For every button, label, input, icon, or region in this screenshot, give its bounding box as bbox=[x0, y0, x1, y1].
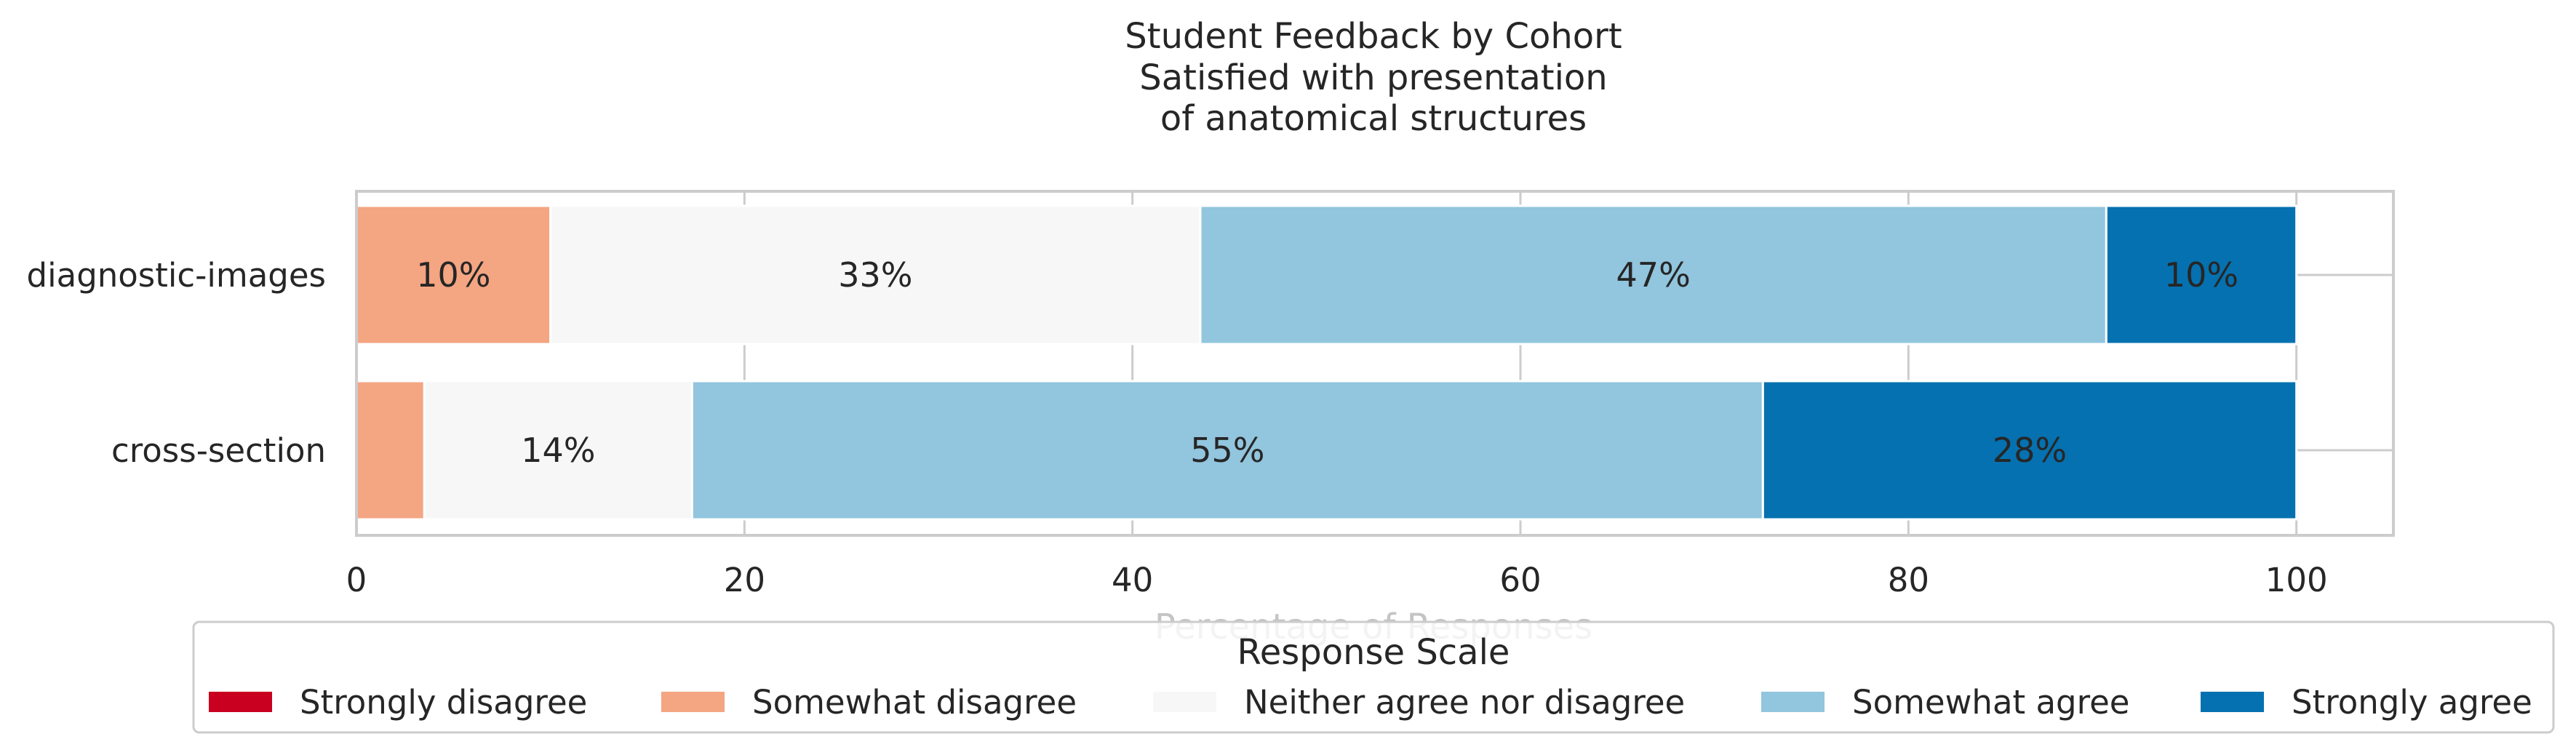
legend-entry-label: Somewhat disagree bbox=[752, 683, 1077, 722]
chart-title-line-3: of anatomical structures bbox=[1160, 98, 1587, 139]
x-tick-labels: 0 20 40 60 80 100 bbox=[346, 561, 2328, 599]
bar-value-label: 33% bbox=[838, 255, 912, 295]
category-label: cross-section bbox=[111, 431, 326, 470]
x-tick-label: 0 bbox=[346, 561, 367, 599]
bar-segment bbox=[1761, 380, 2298, 521]
legend-swatch bbox=[1761, 692, 1825, 712]
legend-frame bbox=[192, 620, 2555, 734]
chart-title-line-1: Student Feedback by Cohort bbox=[1125, 16, 1622, 57]
category-labels: diagnostic-images cross-section bbox=[27, 256, 326, 470]
legend-swatch bbox=[209, 692, 272, 712]
bar-segment bbox=[549, 204, 1202, 345]
legend-entry-label: Strongly agree bbox=[2292, 683, 2532, 722]
category-label: diagnostic-images bbox=[27, 256, 326, 295]
plot-area-frame bbox=[355, 190, 2395, 537]
bar-segment bbox=[690, 380, 1764, 521]
x-tick-label: 80 bbox=[1888, 561, 1929, 599]
legend: Response Scale Strongly disagree Somewhat… bbox=[192, 620, 2555, 734]
legend-items: Strongly disagree Somewhat disagree Neithe… bbox=[209, 683, 2532, 722]
bars bbox=[355, 204, 2298, 521]
bar-value-label: 14% bbox=[521, 431, 595, 470]
bar-segment bbox=[1199, 204, 2108, 345]
chart-title: Student Feedback by Cohort Satisfied wit… bbox=[1125, 16, 1622, 139]
bar-value-label: 47% bbox=[1616, 255, 1691, 295]
chart-title-line-2: Satisfied with presentation bbox=[1139, 57, 1607, 98]
legend-entry-label: Neither agree nor disagree bbox=[1244, 683, 1685, 722]
legend-entry-label: Somewhat agree bbox=[1852, 683, 2130, 722]
x-tick-label: 60 bbox=[1499, 561, 1541, 599]
bar-value-label: 10% bbox=[2164, 255, 2238, 295]
bar-value-labels: 10% 33% 47% 10% 14% 55% 28% bbox=[416, 255, 2238, 470]
legend-title: Response Scale bbox=[1237, 632, 1510, 673]
legend-entry-label: Strongly disagree bbox=[300, 683, 587, 722]
x-tick-label: 40 bbox=[1112, 561, 1153, 599]
legend-swatch bbox=[2201, 692, 2264, 712]
bar-value-label: 28% bbox=[1993, 431, 2067, 470]
legend-swatch bbox=[661, 692, 725, 712]
bar-value-label: 55% bbox=[1190, 431, 1264, 470]
bar-segment bbox=[2105, 204, 2298, 345]
x-tick-label: 20 bbox=[724, 561, 765, 599]
bar-segment bbox=[355, 380, 426, 521]
bar-value-label: 10% bbox=[416, 255, 490, 295]
legend-swatch bbox=[1153, 692, 1216, 712]
x-tick-label: 100 bbox=[2265, 561, 2328, 599]
